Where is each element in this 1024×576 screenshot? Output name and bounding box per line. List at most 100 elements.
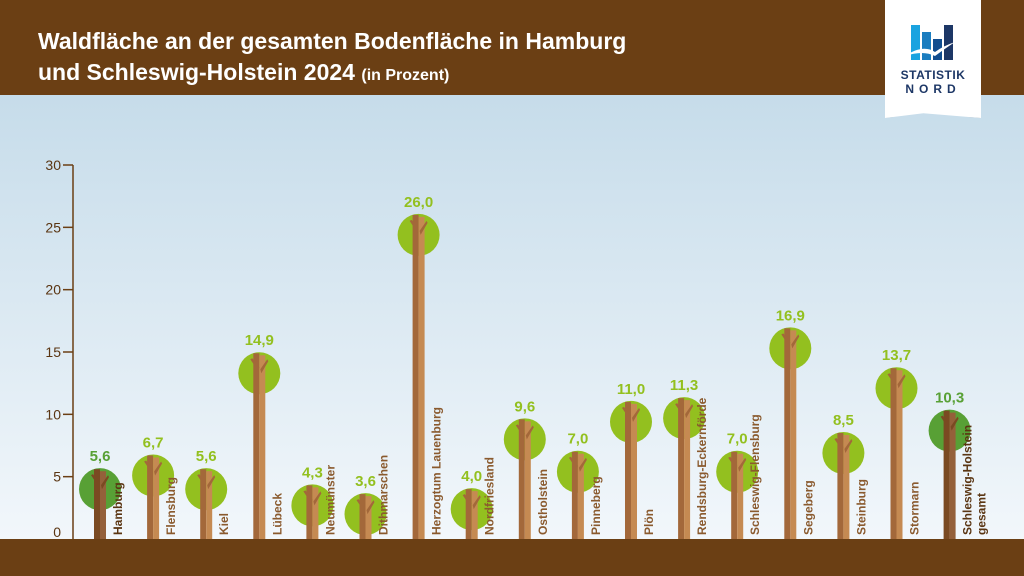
tree-trunk-light xyxy=(471,491,478,539)
value-label: 13,7 xyxy=(882,347,911,364)
tree-trunk xyxy=(837,433,844,539)
category-label: Neumünster xyxy=(323,465,337,535)
tree-trunk xyxy=(678,398,685,539)
tree-trunk xyxy=(359,494,366,539)
tree-branches xyxy=(91,474,109,490)
tree-trunk-light xyxy=(949,412,956,539)
value-label: 7,0 xyxy=(567,431,588,448)
tree-branches xyxy=(197,474,216,490)
value-label: 26,0 xyxy=(404,194,433,211)
category-label: Dithmarschen xyxy=(377,455,391,535)
value-label: 10,3 xyxy=(935,390,964,407)
tree-trunk-light xyxy=(312,487,319,539)
chart-title: Waldfläche an der gesamten Bodenfläche i… xyxy=(38,26,626,91)
y-tick-label: 15 xyxy=(45,344,61,360)
value-label: 3,6 xyxy=(355,473,376,490)
category-label: Pinneberg xyxy=(589,476,603,535)
category-label: Segeberg xyxy=(801,480,815,535)
tree-trunk-light xyxy=(365,496,372,539)
tree-branches xyxy=(622,406,640,422)
tree-branches xyxy=(834,438,853,454)
tree-trunk-light xyxy=(843,435,850,539)
tree-trunk-light xyxy=(631,403,637,539)
category-label: Schleswig-Flensburg xyxy=(748,414,762,535)
value-label: 7,0 xyxy=(727,431,748,448)
tree-branches xyxy=(356,499,375,515)
title-unit: (in Prozent) xyxy=(361,67,450,84)
category-label: gesamt xyxy=(975,493,989,535)
category-label: Schleswig-Holstein xyxy=(961,425,975,535)
y-tick-label: 0 xyxy=(53,524,61,540)
tree-branches xyxy=(409,219,428,235)
tree-trunk xyxy=(625,401,631,539)
tree-trunk-light xyxy=(896,370,903,539)
tree-branches xyxy=(144,460,163,476)
statistik-nord-logo: STATISTIK NORD xyxy=(885,0,981,118)
tree-trunk xyxy=(412,214,419,539)
tree-trunk xyxy=(465,489,472,539)
tree-trunk xyxy=(943,410,950,539)
tree-trunk xyxy=(147,455,154,539)
value-label: 4,3 xyxy=(302,464,323,481)
logo-bars-icon xyxy=(905,25,955,60)
tree-trunk-light xyxy=(737,453,744,539)
tree-branches xyxy=(462,494,481,510)
tree-trunk-light xyxy=(418,216,425,539)
tree-trunk xyxy=(890,368,897,539)
category-label: Ostholstein xyxy=(536,469,550,535)
tree-branches xyxy=(568,456,587,472)
tree-trunk-light xyxy=(524,421,531,539)
tree-trunk xyxy=(200,469,207,539)
logo-text-nord: NORD xyxy=(905,82,961,96)
title-line-2: und Schleswig-Holstein 2024 (in Prozent) xyxy=(38,57,626,91)
title-line-2-text: und Schleswig-Holstein 2024 xyxy=(38,59,355,85)
category-label: Lübeck xyxy=(270,493,284,535)
tree-branches xyxy=(675,403,694,419)
tree-trunk-light xyxy=(206,471,213,539)
tree-trunk-light xyxy=(100,471,106,539)
tree-trunk xyxy=(784,328,791,539)
value-label: 4,0 xyxy=(461,468,482,485)
tree-trunk-light xyxy=(790,330,797,539)
value-label: 11,0 xyxy=(617,381,645,398)
category-label: Flensburg xyxy=(164,477,178,535)
value-label: 9,6 xyxy=(514,398,535,415)
title-line-1: Waldfläche an der gesamten Bodenfläche i… xyxy=(38,28,627,54)
y-tick-label: 5 xyxy=(53,469,61,485)
tree-trunk-light xyxy=(259,355,266,539)
y-tick-label: 30 xyxy=(45,157,61,173)
y-tick-label: 20 xyxy=(45,282,61,298)
category-label: Stormarn xyxy=(908,482,922,535)
tree-branches xyxy=(728,456,747,472)
tree-branches xyxy=(887,373,906,389)
tree-trunk xyxy=(306,485,313,539)
value-label: 5,6 xyxy=(90,448,111,465)
value-label: 5,6 xyxy=(196,448,217,465)
logo-text-statistik: STATISTIK xyxy=(900,68,966,82)
category-label: Steinburg xyxy=(854,479,868,535)
tree-branches xyxy=(940,415,959,431)
tree-trunk-light xyxy=(684,400,691,539)
value-label: 8,5 xyxy=(833,412,854,429)
tree-trunk xyxy=(731,451,738,539)
header-bar: Waldfläche an der gesamten Bodenfläche i… xyxy=(0,0,1024,95)
tree-trunk xyxy=(571,451,578,539)
tree-branches xyxy=(515,424,534,440)
tree-branches xyxy=(303,490,322,506)
category-label: Kiel xyxy=(217,513,231,535)
y-tick-label: 10 xyxy=(45,406,61,422)
tree-trunk-light xyxy=(153,457,160,539)
value-label: 14,9 xyxy=(245,332,274,349)
tree-trunk xyxy=(94,469,100,539)
value-label: 6,7 xyxy=(143,434,164,451)
value-label: 16,9 xyxy=(776,307,805,324)
ground-strip xyxy=(0,539,1024,576)
category-label: Herzogtum Lauenburg xyxy=(430,407,444,535)
category-label: Nordfriesland xyxy=(483,457,497,535)
tree-branches xyxy=(781,333,800,349)
category-label: Rendsburg-Eckernförde xyxy=(695,397,709,535)
tree-branches xyxy=(250,358,269,374)
category-label: Plön xyxy=(642,509,656,535)
tree-trunk xyxy=(253,353,260,539)
